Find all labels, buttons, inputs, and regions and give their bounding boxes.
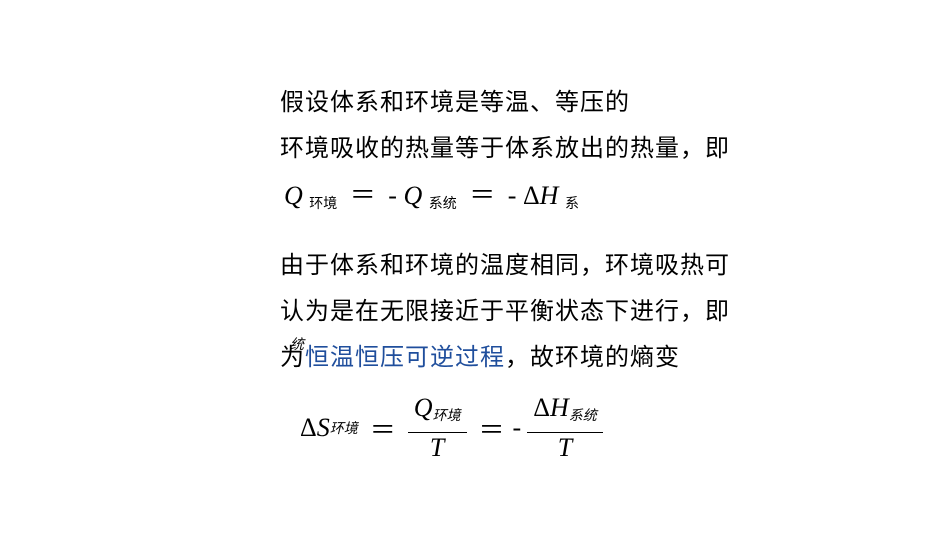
sym-delta-3: Δ xyxy=(533,393,550,422)
sym-eq-4: ＝ xyxy=(479,410,505,447)
equation-1: Q 环境 ＝ - Q 系统 ＝ - ΔH 系 统 xyxy=(284,176,900,225)
text-line-5: 为恒温恒压可逆过程，故环境的熵变 xyxy=(280,335,900,381)
text-line-3: 由于体系和环境的温度相同，环境吸热可 xyxy=(280,243,900,289)
sym-eq-2: ＝ xyxy=(469,181,495,210)
fraction-1: Q环境 T xyxy=(408,393,467,463)
equation-2: ΔS环境 ＝ Q环境 T ＝ - ΔH系统 T xyxy=(300,393,900,463)
text-line-4: 认为是在无限接近于平衡状态下进行，即 xyxy=(280,289,900,335)
sub-sys-1: 系统 xyxy=(429,197,457,212)
sym-Q1: Q xyxy=(284,181,303,210)
sym-Q2: Q xyxy=(403,181,422,210)
sub-env-2: 环境 xyxy=(330,418,358,438)
sym-S: S xyxy=(317,413,330,443)
frac2-den: T xyxy=(552,433,578,463)
slide-content: 假设体系和环境是等温、等压的 环境吸收的热量等于体系放出的热量，即 Q 环境 ＝… xyxy=(280,80,900,463)
sym-minus-2: - xyxy=(508,181,517,210)
frac2-num: ΔH系统 xyxy=(527,393,603,432)
text-line-1: 假设体系和环境是等温、等压的 xyxy=(280,80,900,126)
text-line-2: 环境吸收的热量等于体系放出的热量，即 xyxy=(280,126,900,172)
fraction-2: ΔH系统 T xyxy=(527,393,603,463)
sym-delta-2: Δ xyxy=(300,413,317,443)
highlight-phrase: 恒温恒压可逆过程 xyxy=(305,344,505,371)
sym-H2: H xyxy=(550,393,569,422)
sym-eq-3: ＝ xyxy=(370,410,396,447)
sym-delta-1: Δ xyxy=(523,181,540,210)
dangling-sub: 统 xyxy=(290,326,304,366)
sym-H1: H xyxy=(540,181,559,210)
sub-env-1: 环境 xyxy=(309,197,337,212)
sym-minus-1: - xyxy=(388,181,397,210)
frac1-num: Q环境 xyxy=(408,393,467,432)
sub-sys-3: 系统 xyxy=(569,409,597,424)
sym-eq-1: ＝ xyxy=(350,181,376,210)
sym-Q3: Q xyxy=(414,393,433,422)
frac1-den: T xyxy=(424,433,450,463)
sub-sys-2: 系 xyxy=(565,197,579,212)
sym-minus-3: - xyxy=(513,413,522,443)
sub-env-3: 环境 xyxy=(433,409,461,424)
text-line-5b: ，故环境的熵变 xyxy=(505,344,680,371)
